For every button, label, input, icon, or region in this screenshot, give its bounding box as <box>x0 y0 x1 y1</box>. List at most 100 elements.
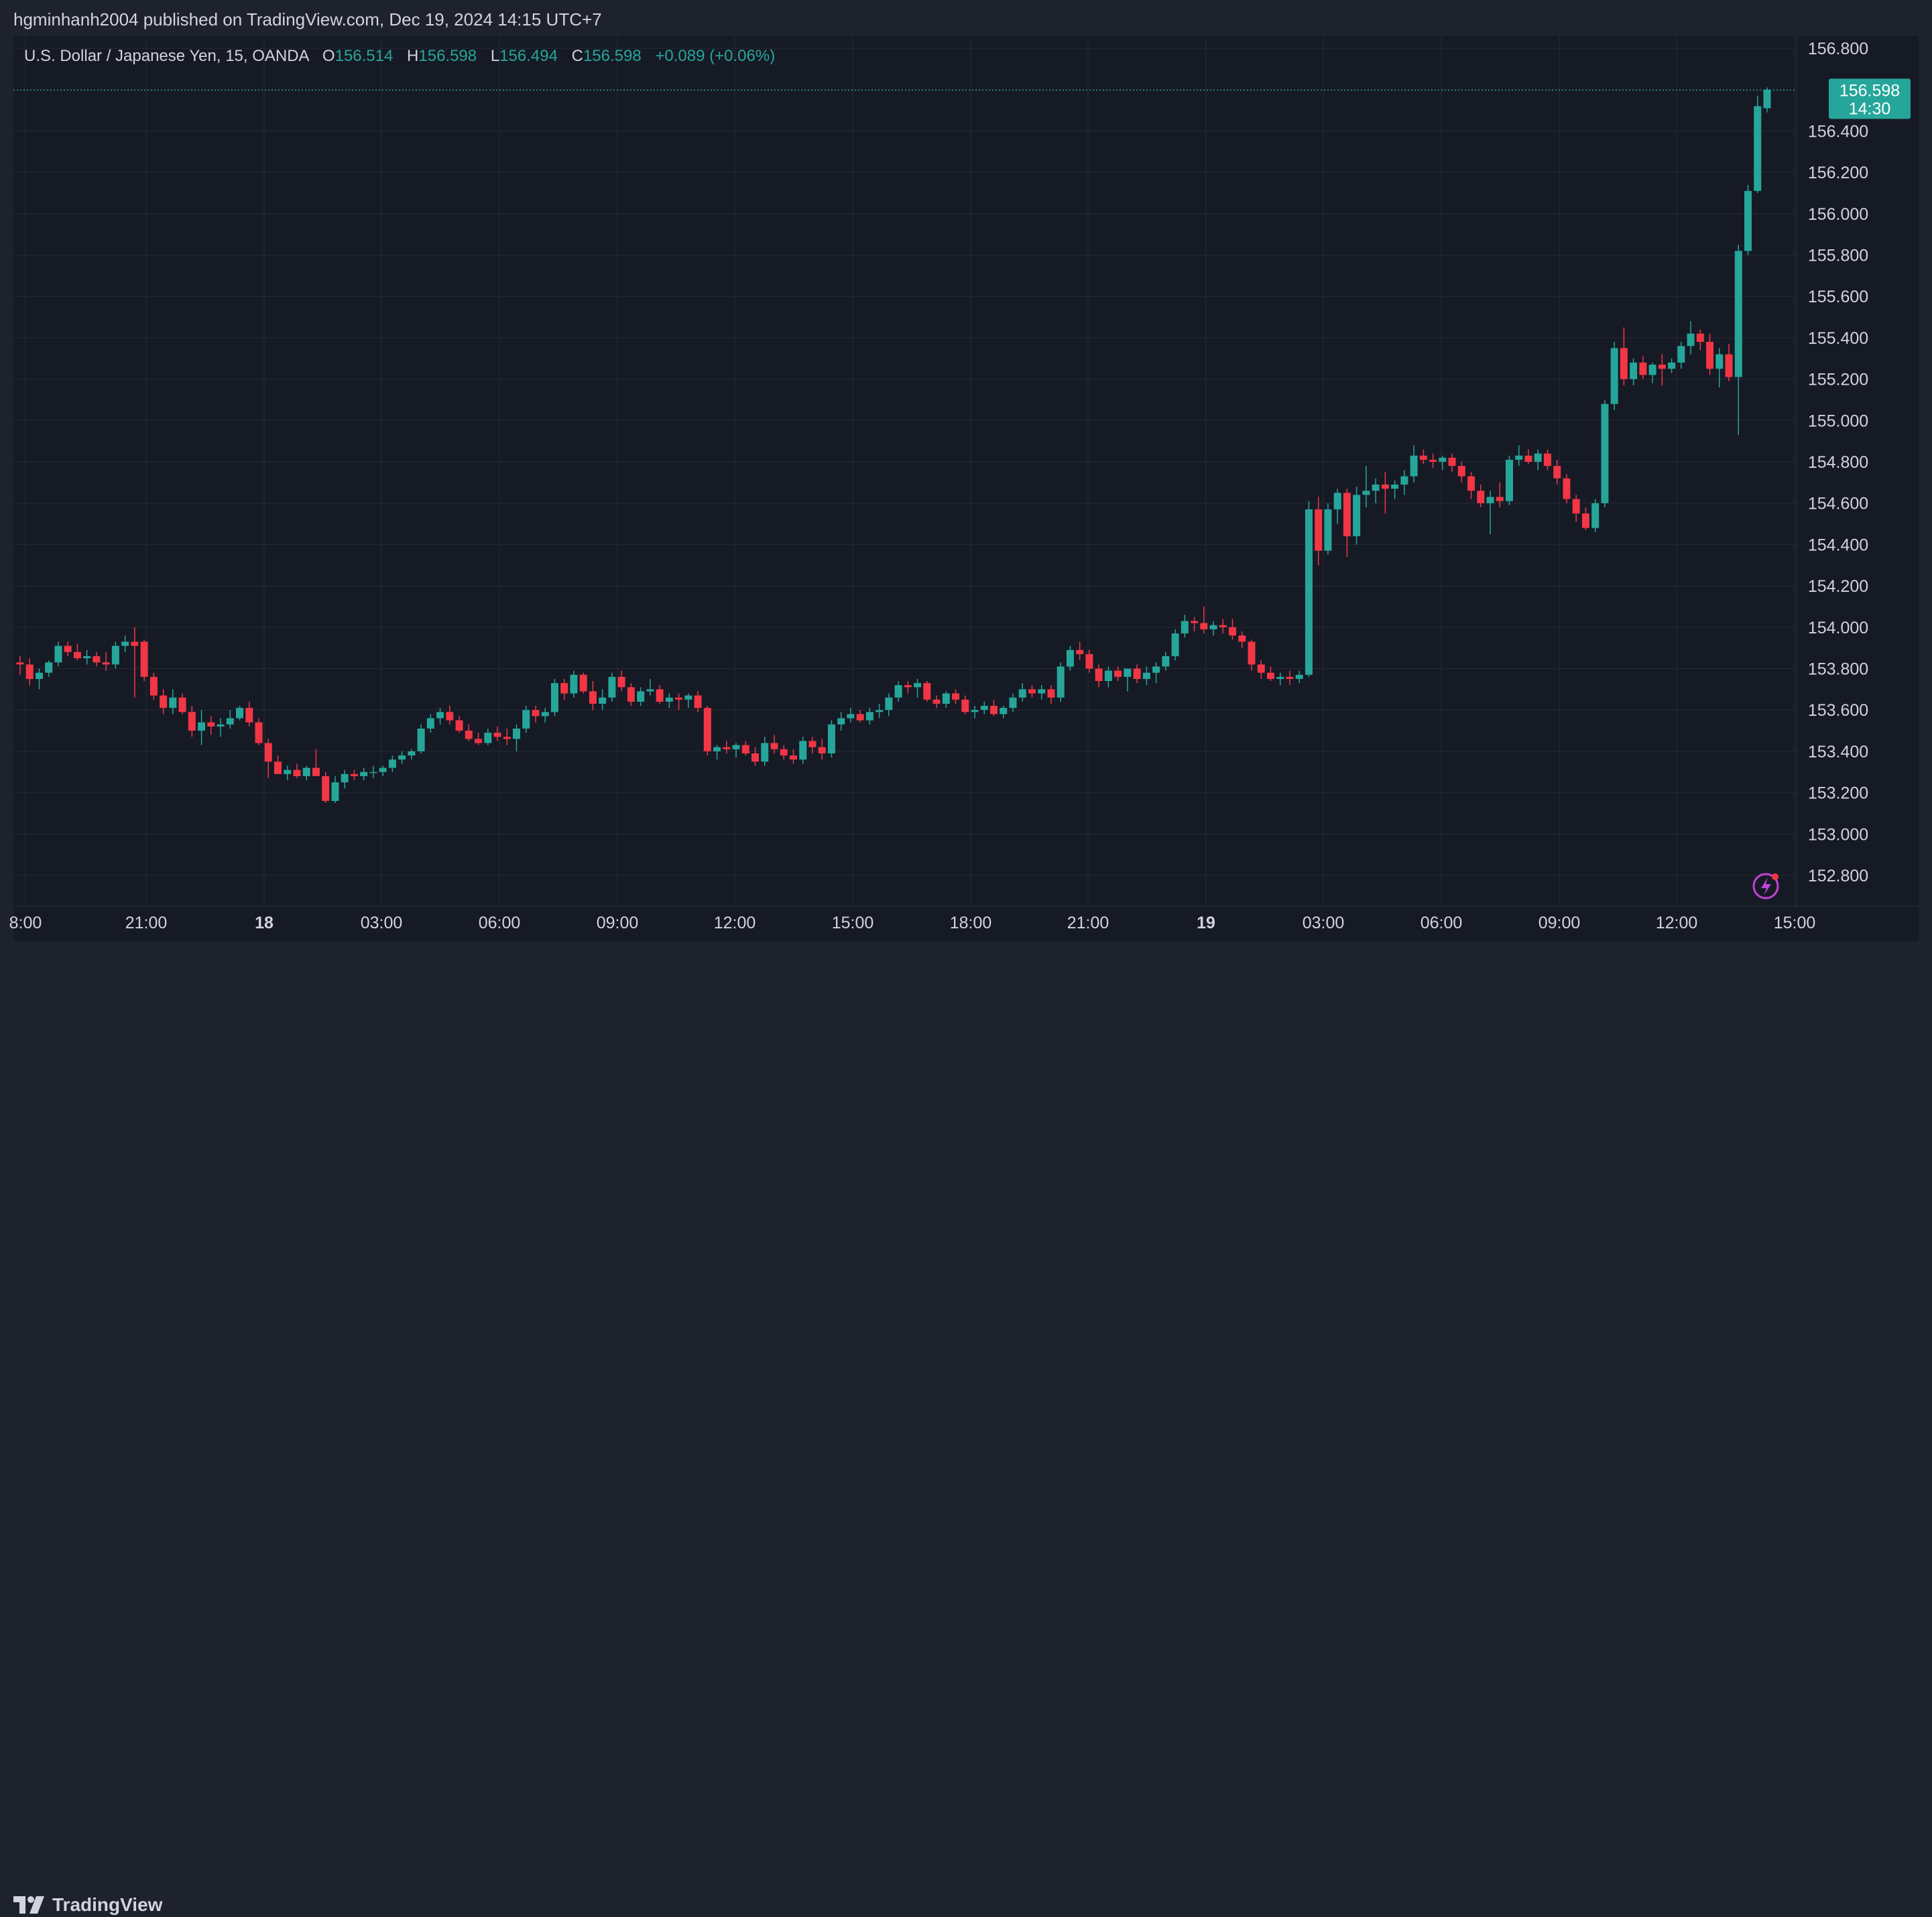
candle-body <box>1324 509 1332 551</box>
candle-body <box>865 712 873 721</box>
candle-body <box>532 710 540 717</box>
x-tick-label: 21:00 <box>1067 914 1109 932</box>
x-tick-label: 15:00 <box>832 914 874 932</box>
candle-body <box>1448 457 1456 467</box>
candle-body <box>1706 342 1714 369</box>
candle-body <box>1124 668 1132 677</box>
high-label: H <box>407 47 419 65</box>
candle-body <box>1038 689 1046 694</box>
candle-body <box>1410 455 1418 477</box>
candle-body <box>54 645 62 663</box>
price-chart[interactable]: 156.800 156.400 156.200 156.000 155.800 155.6… <box>0 0 1932 941</box>
x-tick-label: 19 <box>1197 914 1215 932</box>
candle-body <box>1095 668 1103 682</box>
candle-body <box>111 645 119 665</box>
candle-body <box>83 656 91 659</box>
chart-area[interactable] <box>13 36 1919 941</box>
candle-body <box>942 693 950 704</box>
candle-body <box>847 714 855 719</box>
candle-body <box>885 697 893 710</box>
candle-body <box>1734 251 1742 377</box>
candle-body <box>426 718 434 729</box>
tradingview-logo-icon <box>13 1896 44 1914</box>
publisher-info: hgminhanh2004 published on TradingView.c… <box>13 9 602 29</box>
candle-body <box>560 683 568 694</box>
candle-body <box>570 674 578 694</box>
candle-body <box>140 641 148 677</box>
candle-body <box>455 720 463 731</box>
candle-body <box>436 712 444 719</box>
tradingview-logo[interactable]: TradingView <box>13 1893 162 1917</box>
candle-body <box>703 708 711 751</box>
publisher-bar: hgminhanh2004 published on TradingView.c… <box>0 0 1932 43</box>
candle-body <box>322 776 330 801</box>
candle-body <box>484 733 492 743</box>
candle-body <box>1534 453 1542 462</box>
candle-body <box>388 759 396 768</box>
candle-body <box>217 724 225 727</box>
x-tick-label: 09:00 <box>597 914 639 932</box>
candle-body <box>1630 362 1638 379</box>
candle-body <box>827 724 835 753</box>
y-tick-label: 156.200 <box>1808 164 1868 182</box>
ohlc-legend: U.S. Dollar / Japanese Yen, 15, OANDA O1… <box>24 47 775 66</box>
candle-body <box>408 751 416 756</box>
last-price-tag <box>1829 78 1911 119</box>
candle-body <box>1601 404 1609 503</box>
candle-body <box>45 662 53 673</box>
candle-body <box>1171 633 1179 656</box>
candle-body <box>1658 365 1666 369</box>
candle-body <box>493 733 501 737</box>
x-tick-label: 18:00 <box>950 914 992 932</box>
candle-body <box>914 683 922 688</box>
candle-body <box>1477 491 1485 503</box>
footer: TradingView <box>0 941 1932 1915</box>
candle-body <box>932 699 941 704</box>
candle-body <box>876 710 884 713</box>
y-tick-label: 156.400 <box>1808 122 1868 141</box>
candle-body <box>341 774 349 783</box>
candle-body <box>475 739 483 743</box>
y-tick-label: 154.400 <box>1808 536 1868 554</box>
candle-body <box>1620 348 1628 379</box>
candle-body <box>923 683 931 700</box>
candle-body <box>656 689 664 702</box>
candle-body <box>398 755 406 760</box>
candle-body <box>160 695 168 708</box>
candle-body <box>284 769 292 774</box>
y-tick-label: 155.200 <box>1808 371 1868 389</box>
candle-body <box>1009 697 1017 708</box>
tradingview-brand: TradingView <box>52 1894 163 1915</box>
candle-body <box>1391 484 1399 489</box>
lightning-bolt-glyph <box>1761 877 1771 895</box>
candle-body <box>1028 689 1036 694</box>
candle-body <box>1219 625 1227 627</box>
candle-body <box>226 718 234 725</box>
symbol-name[interactable]: U.S. Dollar / Japanese Yen, 15, OANDA <box>24 47 309 65</box>
candle-body <box>971 710 979 713</box>
candle-body <box>25 664 34 679</box>
candle-body <box>856 714 864 721</box>
candle-body <box>1506 459 1514 501</box>
candle-body <box>1725 354 1733 377</box>
candle-body <box>770 743 778 749</box>
x-tick-label: 21:00 <box>125 914 168 932</box>
candle-body <box>980 706 988 710</box>
candle-body <box>1524 455 1532 462</box>
candle-body <box>541 712 549 717</box>
candle-body <box>1696 333 1704 343</box>
candle-body <box>646 689 654 692</box>
notification-dot <box>1772 873 1778 880</box>
candle-body <box>732 745 740 749</box>
lightning-icon[interactable] <box>1752 873 1779 900</box>
candle-body <box>1381 484 1389 489</box>
close-label: C <box>571 47 583 65</box>
candle-body <box>1543 453 1551 467</box>
y-tick-label: 153.000 <box>1808 825 1868 844</box>
candle-body <box>952 693 960 700</box>
candle-body <box>207 722 215 727</box>
candle-body <box>761 743 769 762</box>
candle-body <box>465 731 473 739</box>
candle-body <box>550 683 558 713</box>
candle-body <box>1257 664 1265 673</box>
